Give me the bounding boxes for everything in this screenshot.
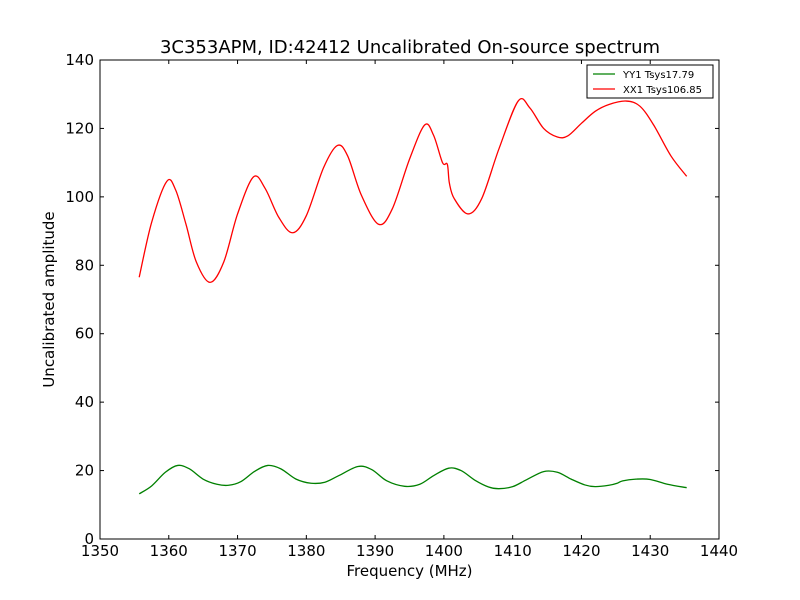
- y-tick-label: 20: [75, 462, 94, 480]
- x-tick-label: 1400: [425, 542, 463, 560]
- y-tick-label: 40: [75, 393, 94, 411]
- y-tick-label: 60: [75, 325, 94, 343]
- y-tick-label: 140: [65, 51, 94, 69]
- series-layer: [138, 97, 688, 495]
- y-axis-title: Uncalibrated amplitude: [40, 211, 58, 387]
- legend-label: YY1 Tsys17.79: [622, 70, 694, 81]
- x-tick-label: 1370: [218, 542, 256, 560]
- plot-area: [100, 60, 719, 539]
- x-axis: 1350 1360 1370 1380 1390 1400 1410 1420 1430 1440: [81, 60, 738, 560]
- x-axis-title: Frequency (MHz): [346, 562, 472, 580]
- legend-box: [586, 64, 714, 99]
- chart-title: 3C353APM, ID:42412 Uncalibrated On-sourc…: [160, 37, 660, 58]
- series-line-2: [138, 97, 688, 284]
- x-tick-label: 1360: [150, 542, 188, 560]
- y-tick-label: 80: [75, 256, 94, 274]
- x-tick-label: 1380: [287, 542, 325, 560]
- y-tick-label: 120: [65, 119, 94, 137]
- y-tick-label: 100: [65, 188, 94, 206]
- legend-label: XX1 Tsys106.85: [623, 85, 702, 96]
- x-tick-label: 1420: [562, 542, 600, 560]
- series-line-1: [138, 464, 687, 495]
- y-axis: 0 20 40 60 80 100 120 140: [65, 51, 719, 548]
- legend: YY1 Tsys17.79 XX1 Tsys106.85: [586, 64, 714, 99]
- x-tick-label: 1430: [631, 542, 669, 560]
- x-tick-label: 1350: [81, 542, 119, 560]
- plot-border: [99, 59, 720, 540]
- x-tick-label: 1440: [700, 542, 738, 560]
- y-tick-label: 0: [84, 530, 94, 548]
- x-tick-label: 1390: [356, 542, 394, 560]
- x-tick-label: 1410: [494, 542, 532, 560]
